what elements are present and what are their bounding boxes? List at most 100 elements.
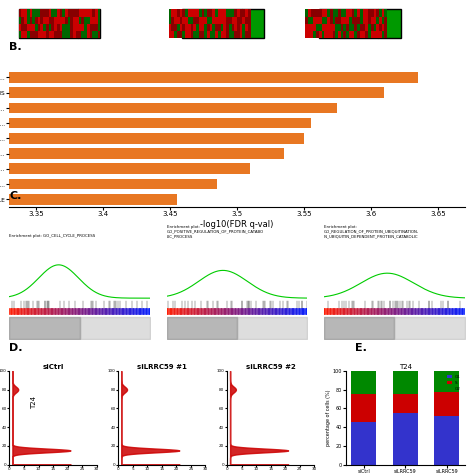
- Bar: [248, 24, 251, 31]
- Bar: [371, 17, 374, 24]
- Bar: [234, 17, 237, 24]
- FancyBboxPatch shape: [319, 9, 378, 38]
- Bar: [24, 9, 27, 17]
- Bar: [201, 31, 204, 38]
- Bar: [248, 31, 251, 38]
- Bar: [82, 31, 84, 38]
- FancyBboxPatch shape: [18, 9, 78, 38]
- Bar: [21, 24, 24, 31]
- Bar: [344, 31, 346, 38]
- Bar: [368, 9, 371, 17]
- Bar: [363, 31, 365, 38]
- Bar: [357, 24, 360, 31]
- Bar: [308, 9, 311, 17]
- Bar: [193, 17, 196, 24]
- Bar: [185, 9, 188, 17]
- Bar: [62, 9, 65, 17]
- Bar: [368, 24, 371, 31]
- Bar: [29, 9, 32, 17]
- Bar: [226, 17, 229, 24]
- Bar: [223, 9, 226, 17]
- Bar: [204, 17, 207, 24]
- Bar: [38, 24, 40, 31]
- Bar: [341, 31, 344, 38]
- Bar: [177, 24, 180, 31]
- Bar: [62, 24, 65, 31]
- Bar: [84, 31, 87, 38]
- Bar: [316, 17, 319, 24]
- Bar: [201, 17, 204, 24]
- Bar: [319, 24, 322, 31]
- Bar: [43, 9, 46, 17]
- Bar: [330, 24, 333, 31]
- Bar: [98, 31, 100, 38]
- Bar: [193, 31, 196, 38]
- Bar: [245, 17, 248, 24]
- Bar: [371, 24, 374, 31]
- Bar: [374, 9, 376, 17]
- Bar: [220, 24, 223, 31]
- Bar: [199, 31, 201, 38]
- Bar: [73, 31, 76, 38]
- Bar: [185, 24, 188, 31]
- Bar: [180, 24, 182, 31]
- Bar: [344, 24, 346, 31]
- Bar: [18, 31, 21, 38]
- Bar: [188, 24, 191, 31]
- Bar: [338, 17, 341, 24]
- Bar: [365, 9, 368, 17]
- Bar: [68, 31, 71, 38]
- Bar: [90, 31, 92, 38]
- Bar: [220, 9, 223, 17]
- Text: C.: C.: [9, 191, 22, 201]
- Bar: [29, 24, 32, 31]
- Bar: [316, 9, 319, 17]
- Bar: [210, 24, 212, 31]
- Bar: [68, 9, 71, 17]
- Bar: [215, 9, 218, 17]
- Bar: [341, 24, 344, 31]
- Bar: [43, 31, 46, 38]
- Bar: [384, 17, 387, 24]
- Bar: [237, 24, 240, 31]
- Bar: [188, 31, 191, 38]
- Bar: [308, 17, 311, 24]
- Bar: [327, 9, 330, 17]
- Bar: [218, 9, 220, 17]
- Bar: [245, 24, 248, 31]
- Bar: [191, 31, 193, 38]
- Bar: [90, 9, 92, 17]
- Bar: [346, 24, 349, 31]
- Bar: [9, 118, 310, 128]
- Bar: [87, 24, 90, 31]
- Bar: [324, 24, 327, 31]
- Bar: [305, 24, 308, 31]
- Bar: [240, 9, 243, 17]
- Bar: [308, 31, 311, 38]
- Bar: [172, 17, 174, 24]
- Bar: [223, 17, 226, 24]
- Bar: [223, 31, 226, 38]
- Bar: [193, 9, 196, 17]
- Bar: [231, 9, 234, 17]
- Bar: [40, 31, 43, 38]
- Bar: [180, 17, 182, 24]
- Bar: [330, 9, 333, 17]
- Bar: [327, 17, 330, 24]
- Bar: [374, 24, 376, 31]
- Bar: [84, 9, 87, 17]
- Bar: [21, 9, 24, 17]
- Bar: [322, 24, 324, 31]
- Bar: [379, 24, 382, 31]
- Bar: [322, 17, 324, 24]
- Bar: [27, 24, 29, 31]
- Bar: [240, 17, 243, 24]
- Bar: [82, 17, 84, 24]
- Bar: [360, 17, 363, 24]
- Bar: [172, 9, 174, 17]
- Bar: [95, 17, 98, 24]
- Bar: [207, 31, 210, 38]
- Bar: [191, 9, 193, 17]
- Bar: [174, 9, 177, 17]
- Bar: [29, 17, 32, 24]
